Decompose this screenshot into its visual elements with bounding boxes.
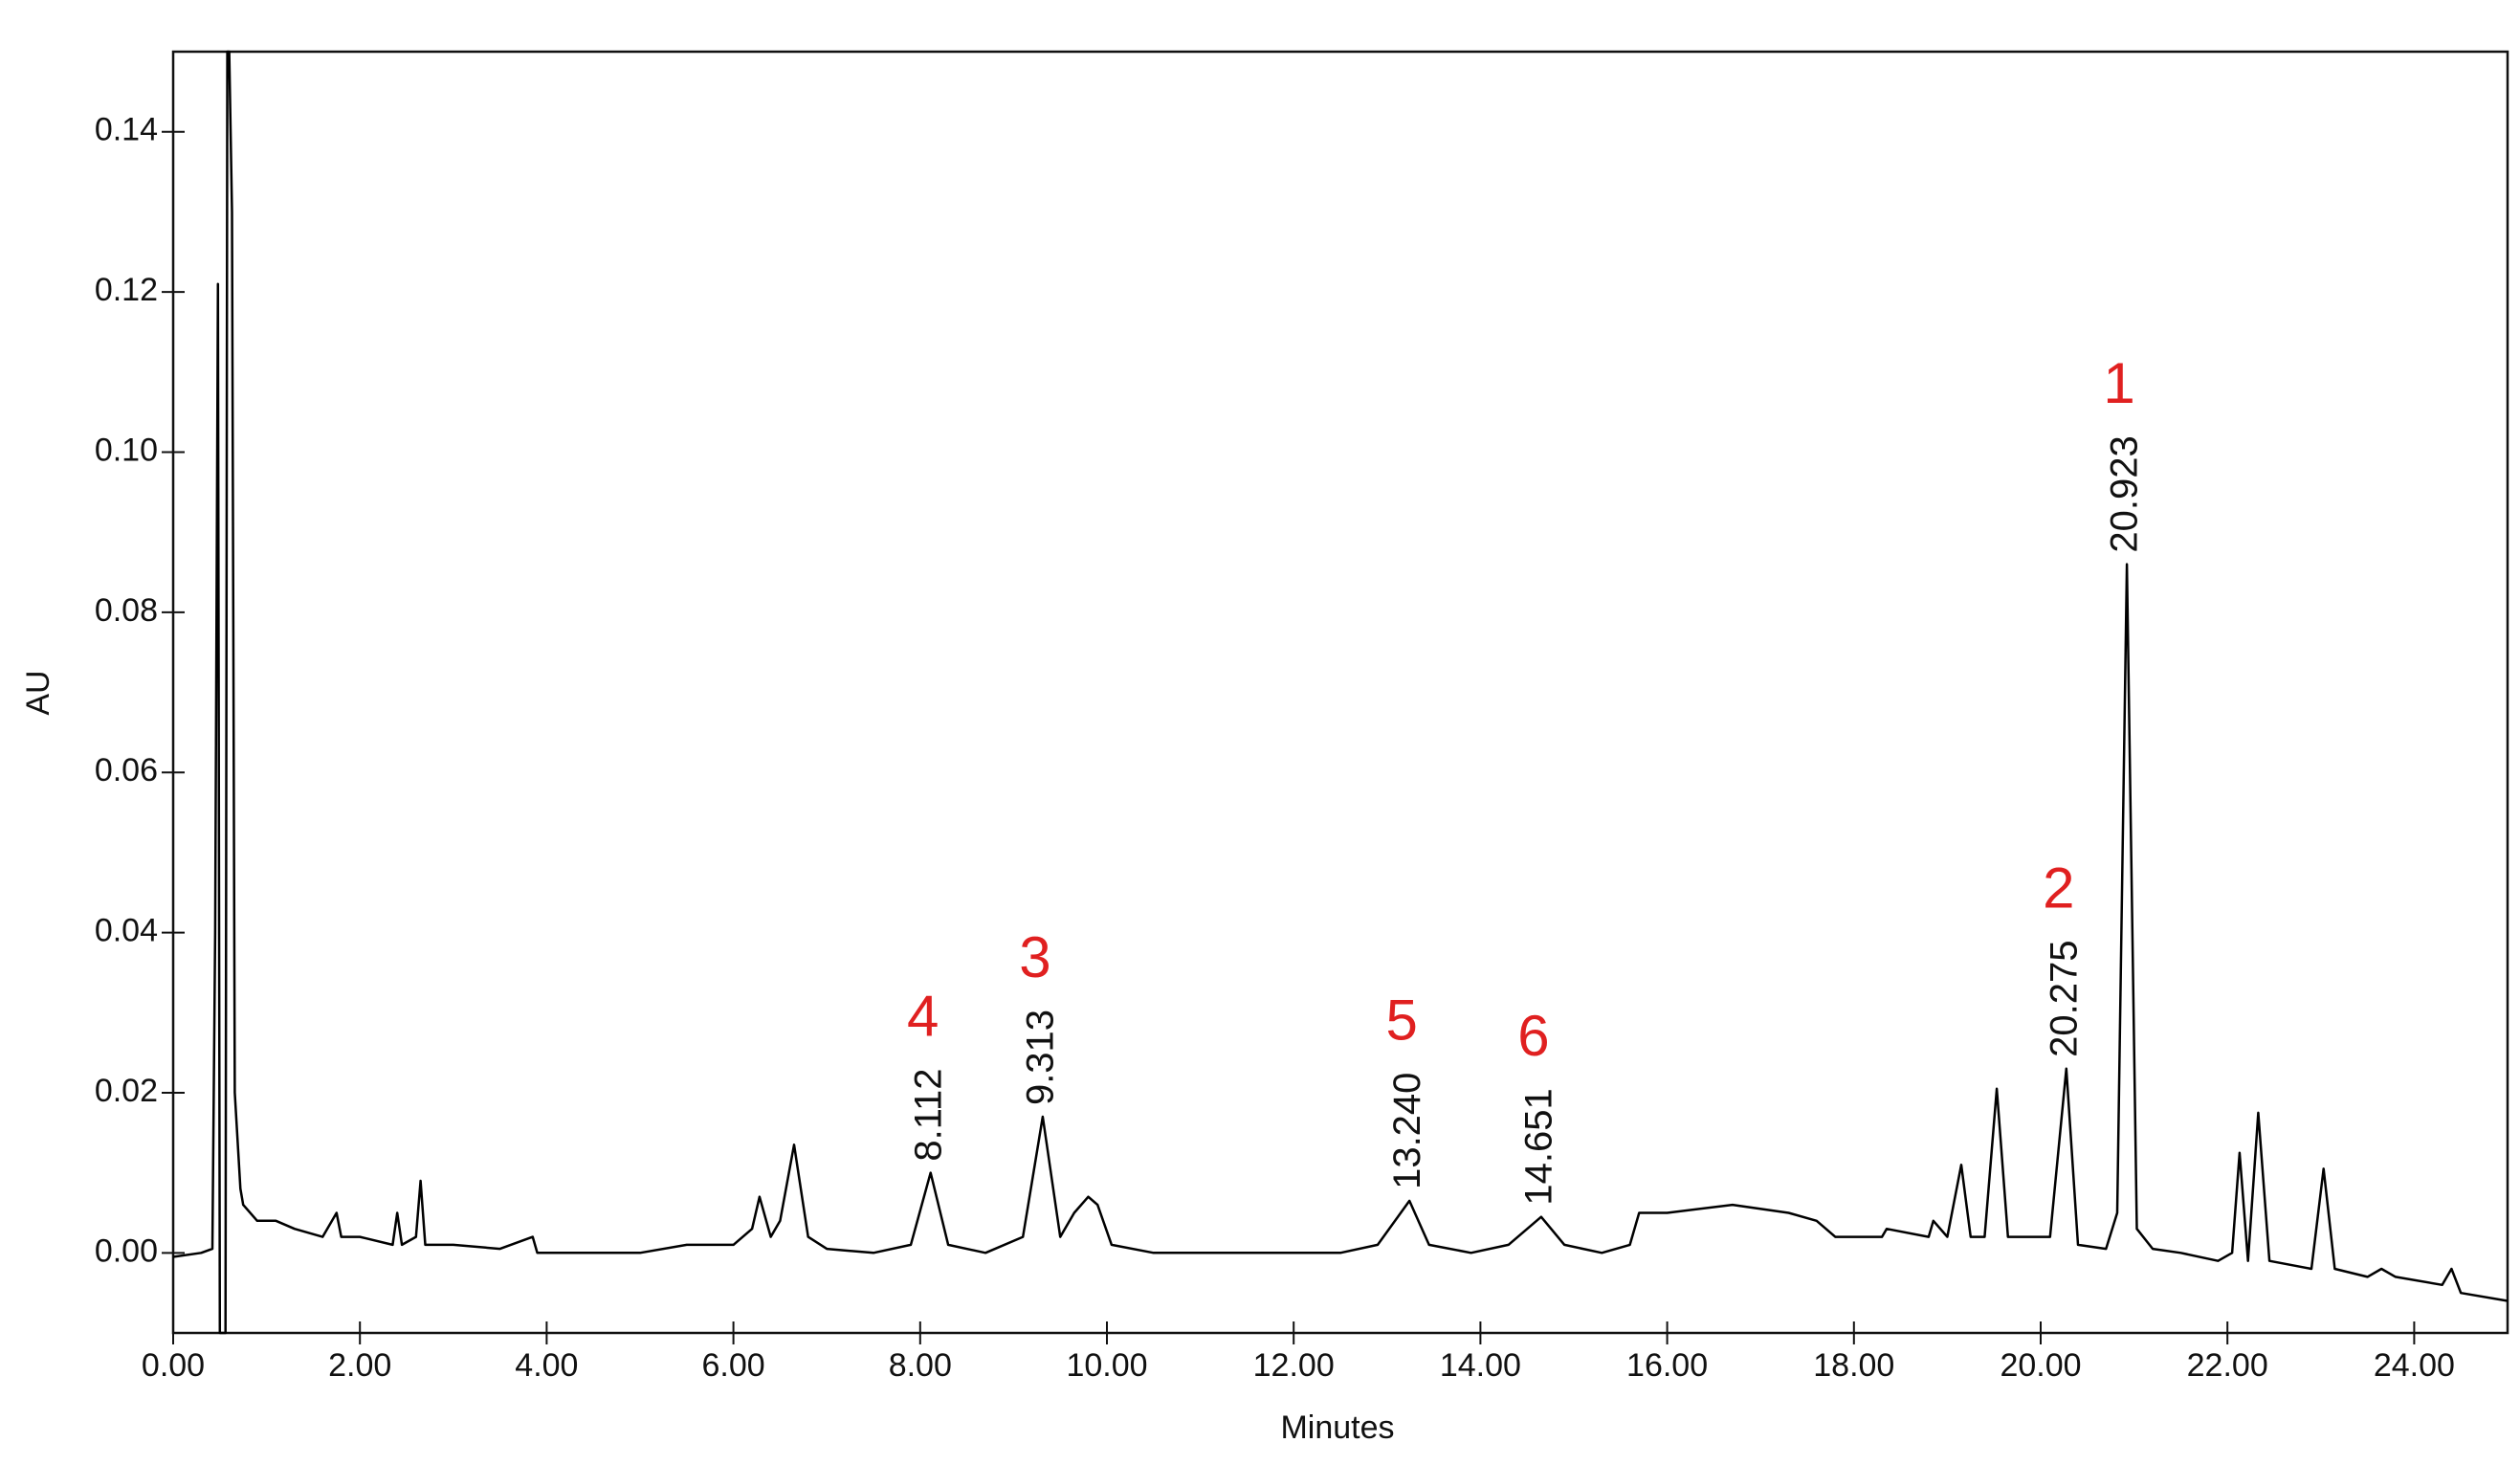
peak-number: 5 bbox=[1386, 988, 1418, 1052]
retention-time-label: 20.923 bbox=[2104, 435, 2146, 552]
y-axis-title: AU bbox=[20, 670, 56, 715]
peak-number: 4 bbox=[907, 984, 939, 1048]
peak-number: 3 bbox=[1019, 925, 1050, 989]
x-tick-label: 0.00 bbox=[142, 1347, 205, 1384]
y-tick-label: 0.00 bbox=[95, 1232, 158, 1269]
retention-time-label: 8.112 bbox=[907, 1068, 949, 1161]
retention-time-label: 14.651 bbox=[1518, 1088, 1560, 1205]
peak-number: 6 bbox=[1517, 1004, 1549, 1068]
x-tick-label: 2.00 bbox=[328, 1347, 391, 1384]
x-tick-label: 20.00 bbox=[2000, 1347, 2081, 1384]
peak-number: 2 bbox=[2043, 855, 2074, 920]
retention-time-label: 13.240 bbox=[1386, 1073, 1428, 1189]
x-tick-label: 8.00 bbox=[889, 1347, 952, 1384]
plot-frame bbox=[171, 50, 2509, 1335]
x-tick-label: 24.00 bbox=[2374, 1347, 2455, 1384]
y-tick-label: 0.08 bbox=[95, 592, 158, 629]
y-tick-label: 0.14 bbox=[95, 112, 158, 148]
x-tick-label: 16.00 bbox=[1626, 1347, 1708, 1384]
y-tick-label: 0.06 bbox=[95, 752, 158, 788]
x-tick-label: 22.00 bbox=[2187, 1347, 2268, 1384]
y-tick-label: 0.12 bbox=[95, 272, 158, 308]
y-tick-label: 0.10 bbox=[95, 432, 158, 468]
x-tick-label: 14.00 bbox=[1440, 1347, 1521, 1384]
x-axis-title: Minutes bbox=[1280, 1410, 1394, 1446]
y-tick-label: 0.02 bbox=[95, 1073, 158, 1109]
retention-time-label: 20.275 bbox=[2043, 940, 2085, 1056]
retention-time-label: 9.313 bbox=[1020, 1010, 1062, 1105]
x-tick-label: 18.00 bbox=[1813, 1347, 1894, 1384]
trace bbox=[172, 50, 2509, 1335]
y-tick-label: 0.04 bbox=[95, 913, 158, 949]
x-tick-label: 10.00 bbox=[1066, 1347, 1147, 1384]
peak-number: 1 bbox=[2103, 351, 2134, 415]
x-tick-label: 12.00 bbox=[1253, 1347, 1335, 1384]
x-tick-label: 4.00 bbox=[515, 1347, 578, 1384]
x-tick-label: 6.00 bbox=[702, 1347, 765, 1384]
